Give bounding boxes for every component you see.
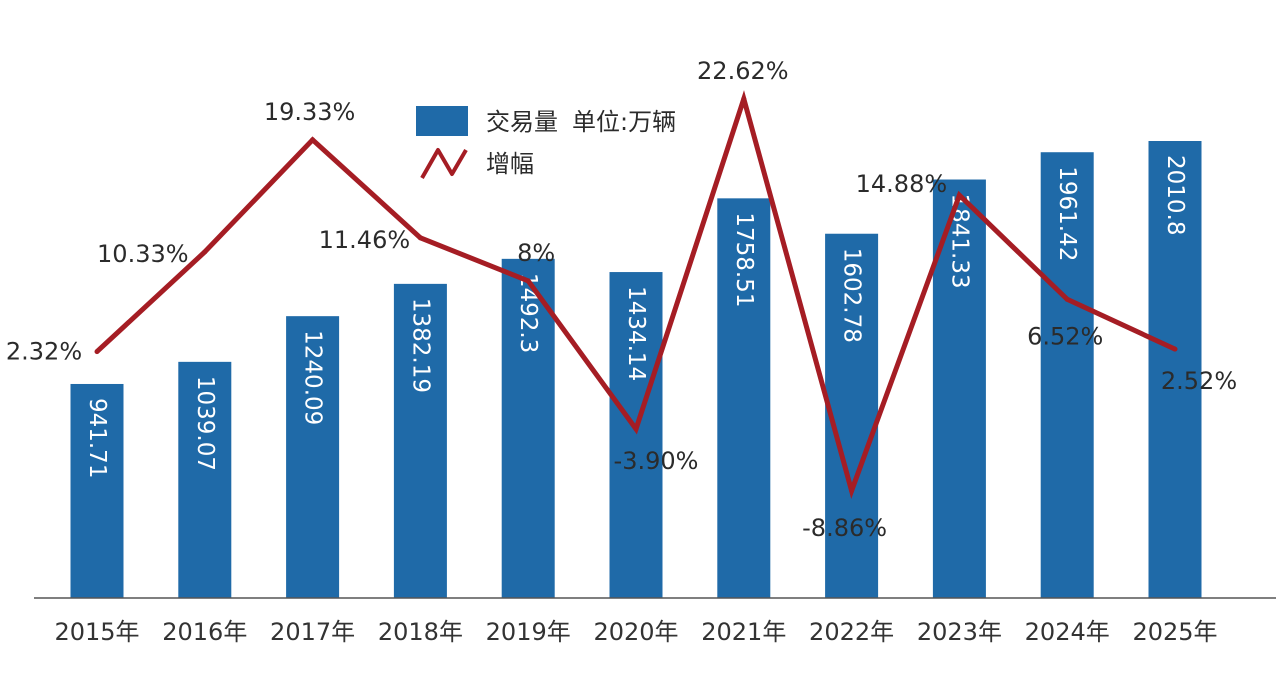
bar-2015年 [70,383,124,598]
growth-label: -3.90% [614,447,699,475]
growth-line-group [94,90,1178,500]
bar-2025年 [1148,141,1202,598]
growth-point [1172,346,1178,352]
growth-point [202,249,208,255]
growth-label: 19.33% [264,98,356,126]
bar-value-label: 1240.09 [300,330,326,425]
growth-point [310,137,316,143]
x-tick-label: 2020年 [593,618,678,646]
bar-value-label: 1758.51 [731,212,757,307]
bar-value-label: 1492.3 [515,273,541,353]
bar-value-label: 2010.8 [1162,155,1188,235]
bar-value-label: 1961.42 [1054,166,1080,261]
x-tick-label: 2018年 [378,618,463,646]
bar-value-label: 1382.19 [407,298,433,393]
growth-point [94,349,100,355]
legend-line-label: 增幅 [486,150,534,178]
bar-2019年 [501,258,555,598]
growth-point [1064,296,1070,302]
zigzag-line-icon [420,148,468,179]
x-tick-label: 2015年 [54,618,139,646]
bar-value-label: 1602.78 [839,248,865,343]
bar-value-label: 941.71 [84,398,110,478]
x-tick-label: 2024年 [1025,618,1110,646]
x-tick-labels: 2015年 2016年 2017年 2018年 2019年 2020年 2021年 2022年… [54,618,1217,646]
growth-point [525,278,531,284]
x-tick-label: 2023年 [917,618,1002,646]
bar-value-label: 1434.14 [623,286,649,381]
legend-bar-swatch [416,106,468,136]
growth-point [633,426,639,432]
growth-labels: 2.32% 10.33% 19.33% 11.46% 8% -3.90% 22.62% -8.… [6,57,1237,542]
bar-2020年 [609,272,663,598]
growth-label: -8.86% [802,514,887,542]
growth-label: 14.88% [856,170,948,198]
growth-label: 10.33% [97,240,189,268]
x-tick-label: 2022年 [809,618,894,646]
x-tick-label: 2021年 [701,618,786,646]
legend-bar-label: 交易量 单位:万辆 [486,108,676,136]
bar-2021年 [717,198,771,599]
x-tick-label: 2017年 [270,618,355,646]
x-tick-label: 2016年 [162,618,247,646]
growth-point [956,192,962,198]
bar-group: 941.71 1039.07 1240.09 1382.19 1492.3 1434.14… [70,141,1202,599]
bar-2018年 [393,283,447,598]
bar-2024年 [1040,152,1094,599]
bar-2022年 [825,233,879,598]
bar-2017年 [286,316,340,598]
x-tick-label: 2019年 [486,618,571,646]
growth-point [417,235,423,241]
growth-label: 22.62% [697,57,789,85]
legend: 交易量 单位:万辆 增幅 [416,106,676,179]
growth-label: 8% [517,239,555,267]
bar-value-label: 1841.33 [946,194,972,289]
bar-value-label: 1039.07 [192,376,218,471]
growth-label: 11.46% [319,226,411,254]
growth-label: 2.52% [1161,367,1237,395]
growth-label: 2.32% [6,338,82,366]
growth-point [741,96,747,102]
bar-2016年 [178,361,232,598]
growth-label: 6.52% [1027,322,1103,350]
x-tick-label: 2025年 [1132,618,1217,646]
growth-point [849,488,855,494]
